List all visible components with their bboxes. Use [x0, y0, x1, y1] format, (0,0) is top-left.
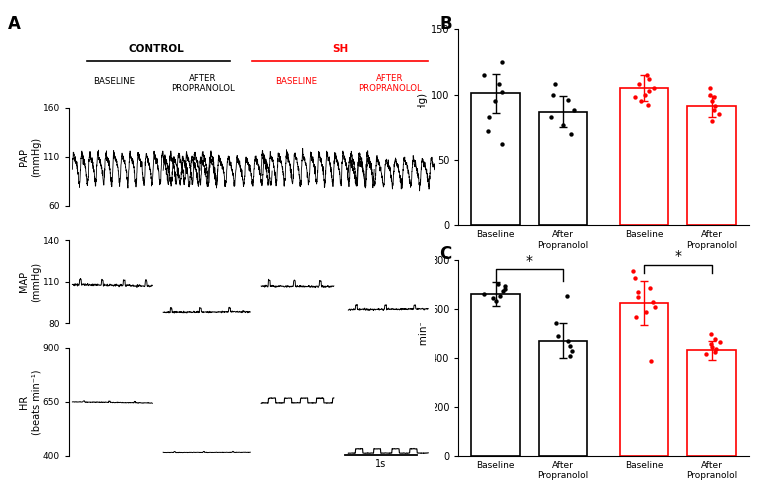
- Text: SH: SH: [671, 288, 685, 298]
- Point: [643, 101, 655, 109]
- Point: [635, 98, 647, 105]
- Text: B: B: [439, 15, 452, 33]
- Point: [713, 110, 725, 118]
- Point: [629, 274, 641, 282]
- Text: BASELINE: BASELINE: [93, 77, 136, 86]
- Point: [557, 121, 569, 129]
- Point: [704, 91, 716, 98]
- Point: [630, 313, 643, 320]
- Point: [496, 88, 508, 96]
- Bar: [688, 106, 736, 225]
- Point: [706, 117, 718, 125]
- Point: [545, 113, 557, 121]
- Y-axis label: HR
(beats min⁻¹): HR (beats min⁻¹): [20, 369, 41, 435]
- Point: [632, 293, 644, 301]
- Text: AFTER
PROPRANOLOL: AFTER PROPRANOLOL: [358, 74, 422, 93]
- Point: [487, 294, 499, 302]
- Point: [496, 58, 508, 66]
- Point: [645, 358, 657, 366]
- Point: [499, 282, 511, 290]
- Bar: [620, 88, 668, 225]
- Bar: [539, 341, 588, 456]
- Point: [564, 352, 576, 360]
- Point: [490, 297, 502, 305]
- Point: [710, 345, 722, 353]
- Point: [708, 94, 720, 101]
- Point: [496, 141, 508, 148]
- Point: [549, 319, 562, 327]
- Text: C: C: [439, 245, 452, 263]
- Point: [705, 330, 717, 338]
- Point: [497, 287, 510, 295]
- Point: [562, 337, 575, 345]
- Point: [706, 98, 718, 105]
- Point: [549, 80, 561, 88]
- Point: [547, 91, 559, 98]
- Text: Control: Control: [510, 288, 549, 298]
- Point: [649, 303, 661, 311]
- Point: [641, 71, 653, 79]
- Point: [648, 84, 660, 92]
- Text: 1s: 1s: [375, 459, 387, 469]
- Point: [709, 348, 721, 356]
- Point: [499, 285, 511, 293]
- Text: *: *: [675, 248, 681, 263]
- Point: [639, 91, 651, 98]
- Point: [704, 84, 717, 92]
- Point: [646, 298, 659, 306]
- Point: [561, 293, 573, 300]
- Point: [633, 80, 645, 88]
- Bar: [620, 302, 668, 456]
- Point: [709, 335, 721, 343]
- Text: AFTER
PROPRANOLOL: AFTER PROPRANOLOL: [170, 74, 235, 93]
- Point: [494, 292, 507, 300]
- Text: SH: SH: [332, 44, 348, 54]
- Bar: [539, 112, 588, 225]
- Point: [565, 130, 577, 138]
- Point: [714, 338, 726, 346]
- Point: [493, 80, 505, 88]
- Bar: [471, 294, 520, 456]
- Text: A: A: [8, 15, 21, 33]
- Y-axis label: PAP
(mmHg): PAP (mmHg): [20, 137, 41, 177]
- Y-axis label: MAP (mmHg): MAP (mmHg): [418, 93, 428, 162]
- Point: [482, 127, 494, 135]
- Point: [704, 340, 717, 348]
- Y-axis label: MAP
(mmHg): MAP (mmHg): [20, 262, 41, 302]
- Point: [490, 98, 502, 105]
- Point: [483, 113, 495, 121]
- Point: [491, 280, 503, 288]
- Point: [478, 71, 490, 79]
- Point: [643, 75, 656, 83]
- Point: [708, 106, 720, 114]
- Point: [564, 342, 576, 350]
- Text: *: *: [526, 253, 533, 268]
- Point: [644, 284, 656, 292]
- Point: [643, 87, 656, 95]
- Bar: [688, 350, 736, 456]
- Text: CONTROL: CONTROL: [129, 44, 185, 54]
- Point: [562, 96, 574, 104]
- Point: [552, 332, 564, 340]
- Point: [565, 347, 578, 355]
- Point: [630, 94, 642, 101]
- Point: [709, 102, 721, 110]
- Text: BASELINE: BASELINE: [275, 77, 317, 86]
- Point: [700, 350, 712, 358]
- Point: [478, 290, 490, 297]
- Y-axis label: HR (beats. min⁻¹): HR (beats. min⁻¹): [418, 312, 428, 403]
- Point: [705, 343, 717, 351]
- Point: [639, 308, 652, 316]
- Point: [626, 267, 639, 274]
- Point: [632, 288, 644, 296]
- Bar: [471, 94, 520, 225]
- Point: [568, 106, 580, 114]
